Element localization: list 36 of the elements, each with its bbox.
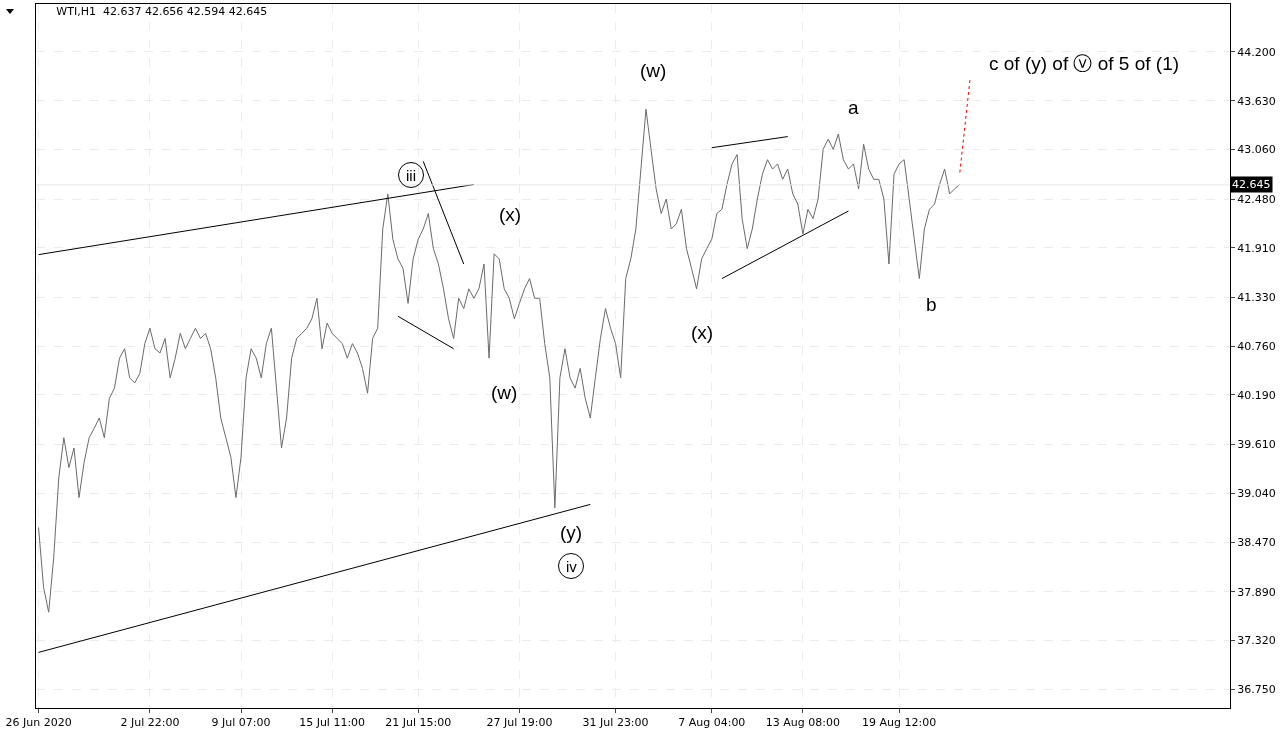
annotation: (w) bbox=[491, 382, 518, 403]
annotation: iii bbox=[406, 167, 416, 184]
annotation: (y) bbox=[560, 522, 583, 543]
x-tick-label: 15 Jul 11:00 bbox=[299, 716, 366, 730]
x-tick-label: 2 Jul 22:00 bbox=[120, 716, 180, 730]
x-tick-label: 7 Aug 04:00 bbox=[678, 716, 746, 730]
annotation: b bbox=[926, 294, 937, 315]
annotation: a bbox=[848, 97, 859, 118]
y-tick-label: 42.480 bbox=[1237, 192, 1276, 206]
x-tick-label: 31 Jul 23:00 bbox=[582, 716, 649, 730]
annotation: iv bbox=[566, 558, 578, 575]
ref-line-label: 42.645 bbox=[1232, 178, 1271, 191]
annotation: (w) bbox=[640, 60, 667, 81]
y-tick-label: 40.190 bbox=[1237, 388, 1276, 402]
y-tick-label: 41.330 bbox=[1237, 291, 1276, 305]
x-tick-label: 27 Jul 19:00 bbox=[486, 716, 553, 730]
y-tick-label: 40.760 bbox=[1237, 340, 1276, 354]
x-tick-label: 19 Aug 12:00 bbox=[861, 716, 937, 730]
y-tick-label: 37.890 bbox=[1237, 585, 1276, 599]
y-tick-label: 44.200 bbox=[1237, 45, 1276, 59]
x-tick-label: 9 Jul 07:00 bbox=[211, 716, 271, 730]
x-tick-label: 21 Jul 15:00 bbox=[385, 716, 452, 730]
y-tick-label: 39.040 bbox=[1237, 487, 1276, 501]
y-tick-label: 41.910 bbox=[1237, 241, 1276, 255]
annotation: (x) bbox=[499, 204, 522, 225]
annotation: (x) bbox=[691, 322, 714, 343]
y-tick-label: 43.630 bbox=[1237, 94, 1276, 108]
chart-title: WTI,H1 42.637 42.656 42.594 42.645 bbox=[56, 5, 268, 19]
x-tick-label: 26 Jun 2020 bbox=[5, 716, 72, 730]
y-tick-label: 36.750 bbox=[1237, 683, 1276, 697]
y-tick-label: 43.060 bbox=[1237, 143, 1276, 157]
text: c of (y) of ⓥ of 5 of (1) bbox=[989, 53, 1180, 74]
y-tick-label: 39.610 bbox=[1237, 438, 1276, 452]
y-tick-label: 38.470 bbox=[1237, 535, 1276, 549]
y-tick-label: 37.320 bbox=[1237, 634, 1276, 648]
x-tick-label: 13 Aug 08:00 bbox=[765, 716, 840, 730]
